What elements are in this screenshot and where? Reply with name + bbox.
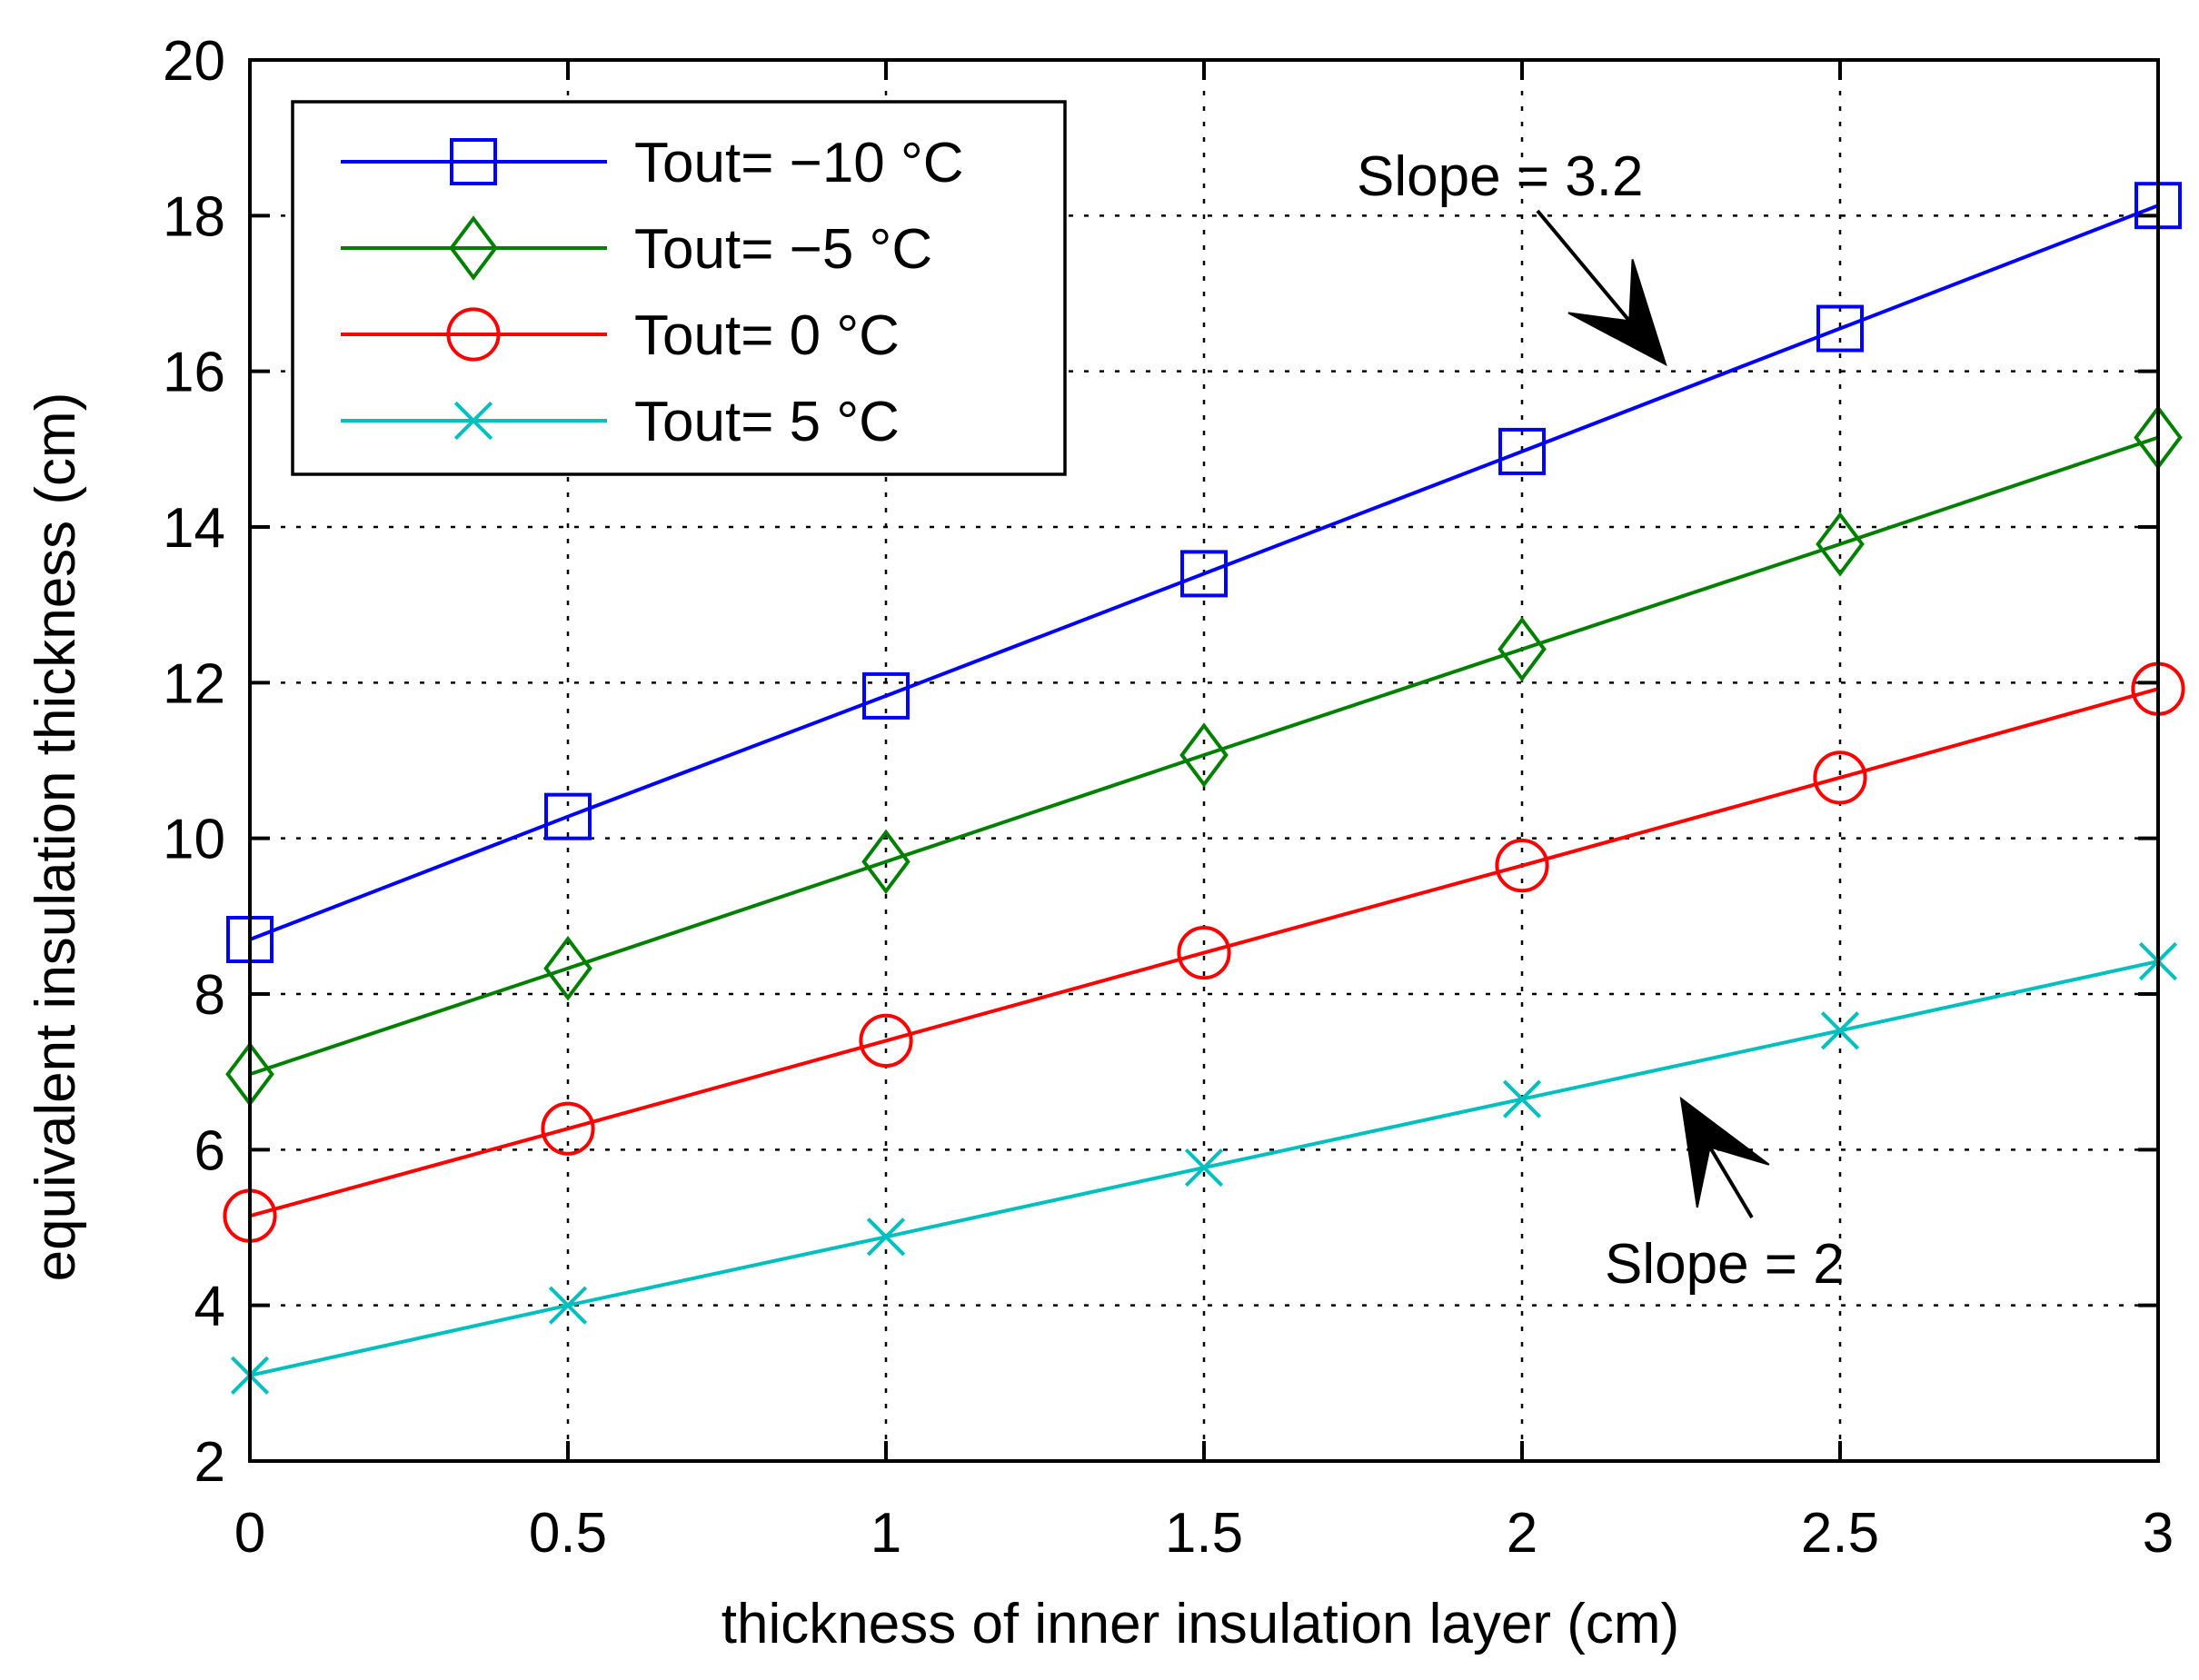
data-point <box>544 792 592 840</box>
legend-entry: Tout= −5 °C <box>341 215 932 281</box>
data-point <box>859 1013 913 1069</box>
legend-entry: Tout= −10 °C <box>341 132 964 194</box>
data-point <box>1820 1011 1860 1050</box>
legend-label: Tout= −10 °C <box>634 132 964 194</box>
annotation-slope-bottom: Slope = 2 <box>1605 1233 1845 1296</box>
data-point <box>1184 1148 1224 1188</box>
data-point <box>548 1286 588 1325</box>
series-layer <box>223 182 2185 1395</box>
x-tick-label: 2.5 <box>1801 1502 1879 1565</box>
annotation-slope-top: Slope = 3.2 <box>1357 145 1643 208</box>
series-line <box>249 204 2159 941</box>
y-tick-label: 10 <box>163 809 225 871</box>
data-point <box>1495 839 1549 893</box>
legend-box <box>291 100 1067 476</box>
y-tick-label: 16 <box>163 342 225 404</box>
x-tick-label: 1 <box>871 1502 901 1565</box>
axis-ticks: 0 0.5 1 1.5 2 2.5 3 2 4 6 8 10 12 14 16 18 20 <box>163 30 2174 1565</box>
annotations: Slope = 3.2 Slope = 2 <box>1357 145 1845 1296</box>
y-tick-label: 8 <box>194 964 225 1027</box>
legend-label: Tout= 5 °C <box>634 391 900 453</box>
data-point <box>1813 751 1867 805</box>
x-tick-label: 2 <box>1507 1502 1537 1565</box>
data-point <box>866 1218 906 1257</box>
series-line <box>249 435 2159 1077</box>
x-axis-label: thickness of inner insulation layer (cm) <box>721 1593 1679 1655</box>
data-point <box>1177 925 1231 980</box>
data-point <box>1498 616 1547 682</box>
legend: Tout= −10 °C Tout= −5 °C Tout= 0 °C Tout= 5… <box>291 100 1067 476</box>
legend-marker <box>453 401 493 441</box>
legend-marker <box>449 215 498 281</box>
data-point <box>862 671 910 720</box>
data-point <box>861 829 910 895</box>
series-line <box>249 687 2159 1218</box>
data-point <box>1816 304 1864 353</box>
data-point <box>543 935 592 1001</box>
annotation-arrow-top-head <box>1567 259 1667 366</box>
y-axis-label: equivalent insulation thickness (cm) <box>25 393 87 1282</box>
legend-marker <box>446 307 501 362</box>
legend-label: Tout= 0 °C <box>634 304 900 367</box>
data-point <box>1502 1079 1542 1118</box>
annotation-arrow-bottom-shaft <box>1708 1146 1754 1219</box>
legend-label: Tout= −5 °C <box>634 218 932 281</box>
y-tick-label: 6 <box>194 1119 225 1182</box>
data-point <box>1498 427 1546 475</box>
legend-entry: Tout= 0 °C <box>341 304 900 367</box>
data-point <box>1179 722 1229 788</box>
data-point <box>541 1101 595 1156</box>
legend-marker <box>450 138 497 185</box>
x-tick-label: 0.5 <box>529 1502 607 1565</box>
series-2 <box>223 661 2185 1243</box>
y-tick-label: 2 <box>194 1431 225 1494</box>
x-tick-label: 3 <box>2143 1502 2174 1565</box>
y-tick-label: 18 <box>163 185 225 248</box>
data-point <box>1816 512 1865 577</box>
series-0 <box>226 182 2182 964</box>
legend-entry: Tout= 5 °C <box>341 391 900 453</box>
x-tick-label: 1.5 <box>1165 1502 1243 1565</box>
x-tick-label: 0 <box>234 1502 265 1565</box>
y-tick-label: 14 <box>163 497 225 560</box>
y-tick-label: 4 <box>194 1276 225 1338</box>
annotation-arrow-bottom-head <box>1679 1096 1770 1208</box>
data-point <box>1180 550 1228 598</box>
y-tick-label: 12 <box>163 652 225 715</box>
annotation-arrow-top-shaft <box>1536 209 1631 323</box>
y-tick-label: 20 <box>163 30 225 93</box>
